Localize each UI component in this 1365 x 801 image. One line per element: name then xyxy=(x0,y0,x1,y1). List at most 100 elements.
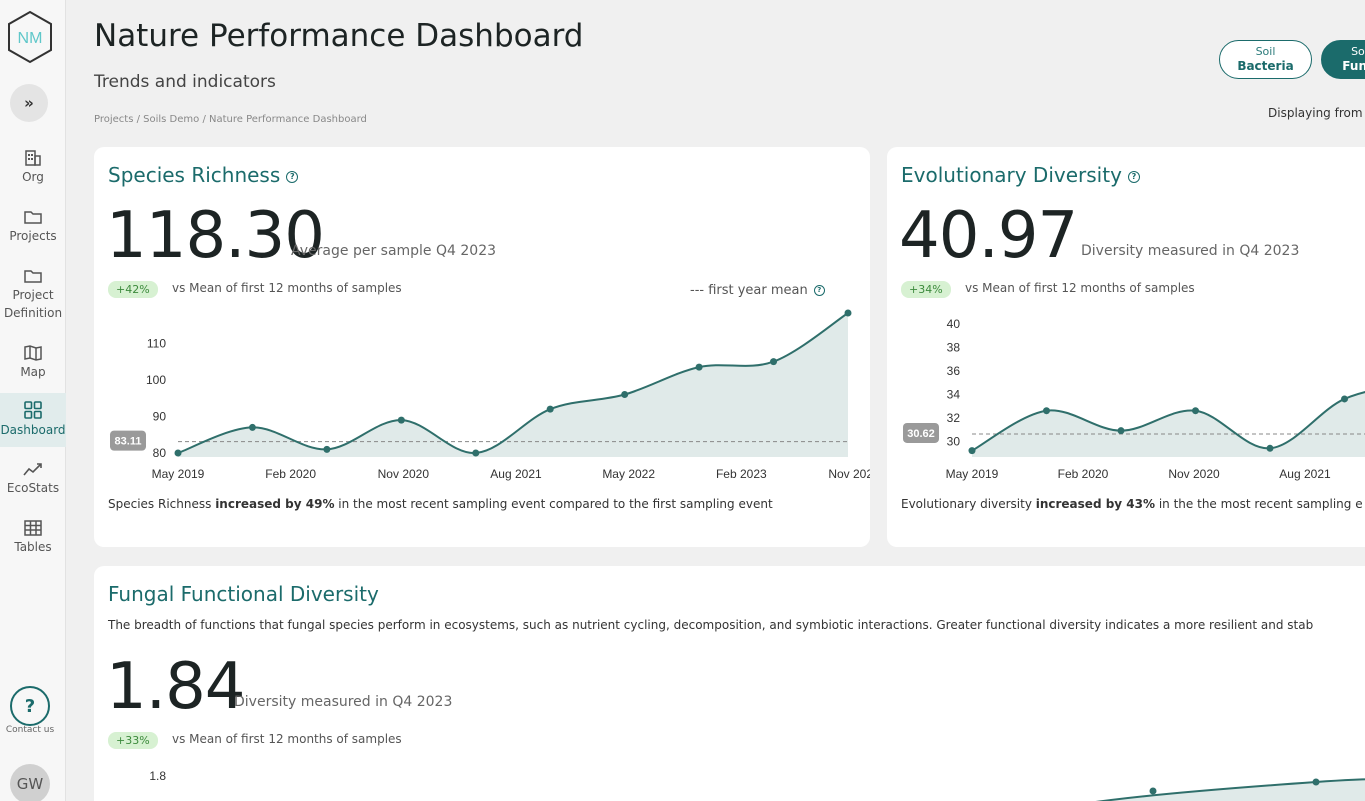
x-tick-label: Nov 2020 xyxy=(378,467,430,481)
sidebar-item-label: Map xyxy=(20,365,46,379)
data-point xyxy=(621,391,629,399)
data-point xyxy=(968,447,976,455)
sidebar-item-label: Tables xyxy=(14,540,52,554)
sidebar-item-map[interactable]: Map xyxy=(0,345,66,381)
y-tick-label: 30 xyxy=(947,434,961,448)
baseline-label-box xyxy=(110,430,146,451)
footnote-text: Species Richness xyxy=(108,497,216,511)
baseline-label: 30.62 xyxy=(907,428,935,440)
x-tick-label: May 2022 xyxy=(602,467,655,481)
data-point xyxy=(1341,395,1348,403)
data-point xyxy=(770,358,778,366)
x-tick-label: Feb 2020 xyxy=(1058,467,1109,481)
trend-icon xyxy=(23,463,42,476)
footnote-highlight: increased by 49% xyxy=(215,497,335,511)
data-point xyxy=(695,363,703,371)
card-title: Evolutionary Diversity? xyxy=(901,163,1140,187)
change-badge: +33% xyxy=(108,732,158,749)
fungal-functional-diversity-card: Fungal Functional Diversity The breadth … xyxy=(94,566,1365,801)
y-tick-label: 100 xyxy=(146,373,166,387)
y-tick-label: 38 xyxy=(947,340,961,354)
y-tick-label: 36 xyxy=(947,364,961,378)
sidebar-item-ecostats[interactable]: EcoStats xyxy=(0,461,66,497)
card-title: Species Richness? xyxy=(108,163,299,187)
data-point xyxy=(546,405,554,413)
info-icon[interactable]: ? xyxy=(1127,170,1140,183)
help-button[interactable]: ? xyxy=(10,686,50,726)
sidebar-item-label: Projects xyxy=(9,229,57,243)
footnote-text: Evolutionary diversity xyxy=(901,497,1036,511)
info-icon[interactable]: ? xyxy=(286,170,299,183)
sidebar-item-label: EcoStats xyxy=(6,481,60,495)
y-tick-label: 1.8 xyxy=(149,769,166,783)
species-richness-card: Species Richness? 118.30 Average per sam… xyxy=(94,147,870,547)
metric-value: 118.30 xyxy=(106,199,325,273)
soil-fungi-toggle[interactable]: Soil Fungi xyxy=(1321,40,1365,79)
toggle-main-label: Fungi xyxy=(1342,59,1365,73)
legend-label: --- first year mean xyxy=(690,283,808,298)
area-fill xyxy=(178,313,848,457)
x-tick-label: May 2019 xyxy=(152,467,205,481)
breadcrumb[interactable]: Projects / Soils Demo / Nature Performan… xyxy=(94,114,367,125)
card-footnote: Species Richness increased by 49% in the… xyxy=(108,497,773,511)
card-title-text: Species Richness xyxy=(108,163,281,187)
change-badge: +42% xyxy=(108,281,158,298)
metric-value: 1.84 xyxy=(106,650,245,724)
data-point xyxy=(1149,787,1157,795)
footnote-highlight: increased by 43% xyxy=(1035,497,1156,511)
x-tick-label: May 2019 xyxy=(946,467,999,481)
comparison-text: vs Mean of first 12 months of samples xyxy=(172,281,402,295)
x-tick-label: Nov 2020 xyxy=(1168,467,1220,481)
sidebar-item-tables[interactable]: Tables xyxy=(0,520,66,556)
y-tick-label: 80 xyxy=(153,446,167,460)
card-title: Fungal Functional Diversity xyxy=(108,582,379,606)
toggle-sub-label: Soil xyxy=(1255,45,1276,58)
expand-sidebar-button[interactable]: » xyxy=(10,84,48,122)
data-point xyxy=(844,309,852,317)
fungal-functional-diversity-chart: 1.8 xyxy=(149,769,1365,801)
app-logo[interactable]: NM xyxy=(6,10,54,64)
x-tick-label: Nov 2023 xyxy=(828,467,870,481)
y-tick-label: 90 xyxy=(153,409,167,423)
y-tick-label: 110 xyxy=(147,336,166,350)
data-point xyxy=(1043,407,1050,415)
y-tick-label: 40 xyxy=(947,317,961,331)
svg-text:NM: NM xyxy=(18,30,43,47)
avatar[interactable]: GW xyxy=(10,764,50,801)
metric-value: 40.97 xyxy=(899,199,1078,273)
toggle-main-label: Bacteria xyxy=(1237,59,1294,73)
sidebar-item-projects[interactable]: Projects xyxy=(0,209,66,245)
card-title-text: Evolutionary Diversity xyxy=(901,163,1122,187)
sidebar-item-label: Dashboard xyxy=(0,423,66,437)
sidebar-item-dashboard[interactable]: Dashboard xyxy=(0,393,66,447)
x-tick-label: Feb 2023 xyxy=(716,467,767,481)
data-point xyxy=(323,445,331,453)
table-icon xyxy=(24,520,42,536)
footnote-text: in the most recent sampling event compar… xyxy=(334,497,773,511)
sidebar-item-org[interactable]: Org xyxy=(0,150,66,186)
data-point xyxy=(1117,427,1125,435)
sidebar: NM » Org Projects Project Definition Map… xyxy=(0,0,66,801)
x-tick-label: Aug 2021 xyxy=(1279,467,1331,481)
change-badge: +34% xyxy=(901,281,951,298)
data-point xyxy=(174,449,182,457)
chart-legend: --- first year mean? xyxy=(690,283,825,298)
sidebar-item-project-definition[interactable]: Project Definition xyxy=(0,268,66,322)
footnote-text: in the the most recent sampling e xyxy=(1155,497,1363,511)
folder-icon xyxy=(24,211,42,224)
data-point xyxy=(248,423,256,431)
data-point xyxy=(397,416,405,424)
page-subtitle: Trends and indicators xyxy=(94,72,276,92)
metric-caption: Diversity measured in Q4 2023 xyxy=(1081,243,1300,259)
soil-bacteria-toggle[interactable]: Soil Bacteria xyxy=(1219,40,1312,79)
map-icon xyxy=(24,345,42,361)
data-point xyxy=(1192,407,1199,415)
displaying-range-label: Displaying from xyxy=(1268,106,1363,120)
sidebar-item-label: Org xyxy=(22,170,44,184)
metric-caption: Average per sample Q4 2023 xyxy=(291,243,497,259)
data-point xyxy=(472,449,480,457)
card-description: The breadth of functions that fungal spe… xyxy=(108,618,1314,632)
page-title: Nature Performance Dashboard xyxy=(94,18,584,54)
building-icon xyxy=(25,150,41,166)
info-icon[interactable]: ? xyxy=(813,285,825,296)
